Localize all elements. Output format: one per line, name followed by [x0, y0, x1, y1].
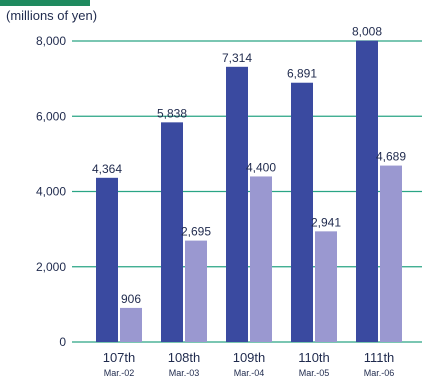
- x-tick-sublabel: Mar.-05: [299, 368, 330, 378]
- data-label: 2,941: [311, 215, 341, 229]
- y-tick-label: 4,000: [36, 185, 66, 199]
- y-tick-label: 8,000: [36, 34, 66, 48]
- title-strip: [0, 0, 90, 6]
- y-tick-label: 0: [59, 335, 66, 349]
- bar: [185, 240, 207, 342]
- data-label: 4,364: [92, 162, 122, 176]
- data-label: 2,695: [181, 225, 211, 239]
- bar: [291, 82, 313, 342]
- x-tick-sublabel: Mar.-03: [169, 368, 200, 378]
- x-tick-label: 111th: [364, 350, 395, 365]
- bar: [380, 165, 402, 342]
- x-tick-label: 109th: [233, 350, 266, 365]
- x-tick-sublabel: Mar.-04: [234, 368, 265, 378]
- x-tick-label: 108th: [168, 350, 201, 365]
- data-label: 6,891: [287, 67, 317, 81]
- data-label: 4,400: [246, 160, 276, 174]
- x-tick-label: 110th: [298, 350, 330, 365]
- unit-label: (millions of yen): [6, 8, 98, 23]
- bar: [226, 66, 248, 342]
- x-tick-sublabel: Mar.-02: [104, 368, 135, 378]
- x-tick-sublabel: Mar.-06: [364, 368, 395, 378]
- y-tick-label: 2,000: [36, 260, 66, 274]
- bar: [161, 122, 183, 343]
- data-label: 7,314: [222, 51, 252, 65]
- data-label: 8,008: [352, 25, 382, 39]
- data-label: 5,838: [157, 106, 187, 120]
- data-label: 906: [121, 292, 141, 306]
- bar: [315, 231, 337, 342]
- bar: [356, 40, 378, 342]
- bar: [250, 176, 272, 342]
- bar: [96, 177, 118, 342]
- bar: [120, 307, 142, 342]
- data-label: 4,689: [376, 150, 406, 164]
- y-tick-label: 6,000: [36, 109, 66, 123]
- x-tick-label: 107th: [103, 350, 136, 365]
